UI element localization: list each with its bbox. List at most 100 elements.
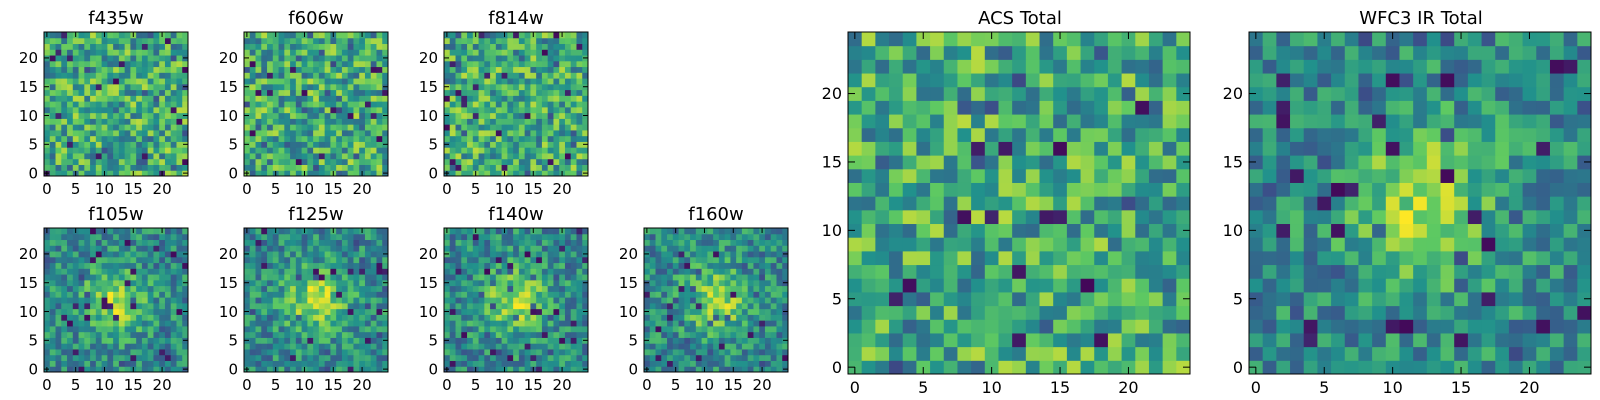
heatmap-cell (678, 262, 685, 269)
heatmap-cell (136, 147, 143, 154)
heatmap-cell (536, 297, 543, 304)
heatmap-cell (507, 320, 514, 327)
heatmap-cell (490, 285, 497, 292)
heatmap-cell (747, 262, 754, 269)
heatmap-cell (336, 348, 343, 356)
heatmap-cell (1135, 168, 1150, 183)
heatmap-cell (518, 302, 526, 310)
heatmap-cell (330, 129, 337, 137)
heatmap-cell (513, 245, 520, 252)
heatmap-cell (176, 291, 183, 298)
heatmap-cell (490, 343, 497, 350)
heatmap-cell (848, 209, 863, 225)
heatmap-cell (95, 285, 103, 292)
heatmap-cell (875, 155, 890, 170)
heatmap-cell (495, 49, 503, 56)
heatmap-cell (272, 152, 280, 160)
heatmap-cell (295, 302, 303, 310)
heatmap-cell (359, 129, 366, 137)
heatmap-cell (313, 89, 320, 96)
heatmap-cell (101, 101, 108, 108)
heatmap-cell (261, 55, 268, 62)
heatmap-cell (655, 274, 662, 281)
heatmap-cell (153, 245, 160, 252)
heatmap-cell (170, 101, 177, 108)
heatmap-cell (741, 251, 749, 258)
axes-frame (243, 227, 389, 373)
heatmap-cell (255, 297, 262, 304)
heatmap-cell (513, 302, 520, 310)
heatmap-cell (449, 360, 457, 367)
heatmap-cell (84, 297, 91, 304)
heatmap-cell (576, 285, 583, 292)
heatmap-cell (553, 152, 560, 160)
panel-title: f125w (288, 204, 343, 225)
heatmap-cell (449, 49, 457, 56)
heatmap-cell (764, 285, 772, 292)
heatmap-cell (49, 32, 57, 39)
heatmap-cell (90, 360, 97, 367)
heatmap-cell (707, 279, 714, 287)
y-tick-label: 0 (428, 164, 438, 182)
heatmap-cell (341, 141, 349, 148)
heatmap-cell (971, 305, 986, 320)
heatmap-cell (370, 55, 377, 62)
heatmap-cell (1025, 196, 1041, 211)
heatmap-cell (124, 83, 131, 91)
heatmap-cell (347, 49, 354, 56)
heatmap-cell (278, 233, 285, 241)
heatmap-cell (364, 245, 372, 252)
heatmap-cell (118, 268, 126, 275)
heatmap-cell (467, 60, 474, 68)
heatmap-cell (347, 135, 354, 142)
heatmap-cell (467, 279, 474, 287)
heatmap-cell (44, 325, 51, 333)
heatmap-cell (570, 366, 577, 373)
heatmap-cell (547, 279, 554, 287)
heatmap-cell (1135, 278, 1150, 293)
heatmap-cell (501, 348, 508, 356)
heatmap-cell (107, 55, 114, 62)
heatmap-cell (307, 124, 314, 131)
heatmap-cell (649, 320, 657, 327)
heatmap-cell (984, 223, 999, 238)
heatmap-cell (1094, 278, 1109, 293)
heatmap-cell (284, 158, 291, 165)
heatmap-cell (582, 233, 589, 241)
heatmap-cell (324, 164, 331, 171)
heatmap-cell (153, 256, 160, 264)
heatmap-cell (124, 129, 131, 137)
heatmap-cell (461, 32, 468, 39)
heatmap-cell (141, 66, 149, 73)
heatmap-cell (736, 302, 743, 310)
heatmap-cell (730, 297, 737, 304)
heatmap-cell (84, 314, 91, 321)
heatmap-cell (353, 320, 360, 327)
heatmap-cell (449, 43, 457, 50)
heatmap-cell (518, 66, 526, 73)
heatmap-cell (984, 291, 999, 307)
heatmap-cell (359, 262, 366, 269)
heatmap-cell (284, 89, 291, 96)
heatmap-cell (649, 314, 657, 321)
heatmap-cell (718, 360, 726, 367)
heatmap-cell (736, 320, 743, 327)
heatmap-cell (261, 343, 268, 350)
heatmap-cell (582, 49, 589, 56)
heatmap-cell (461, 279, 468, 287)
heatmap-cell (182, 354, 189, 361)
heatmap-cell (782, 268, 789, 275)
heatmap-cell (541, 60, 549, 68)
heatmap-cell (576, 302, 583, 310)
heatmap-cell (747, 233, 754, 241)
heatmap-cell (530, 129, 537, 137)
heatmap-cell (524, 337, 531, 344)
heatmap-cell (559, 279, 566, 287)
heatmap-cell (176, 262, 183, 269)
heatmap-cell (490, 233, 497, 241)
heatmap-cell (113, 233, 120, 241)
heatmap-cell (290, 43, 297, 50)
heatmap-cell (55, 152, 62, 160)
heatmap-cell (113, 55, 120, 62)
heatmap-cell (90, 348, 97, 356)
